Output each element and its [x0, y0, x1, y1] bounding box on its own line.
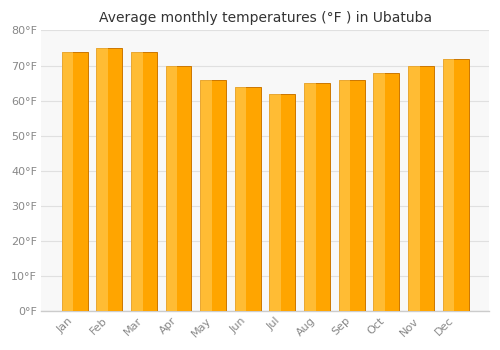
Bar [270, 94, 281, 311]
Bar [131, 51, 142, 311]
Bar [166, 65, 192, 311]
Title: Average monthly temperatures (°F ) in Ubatuba: Average monthly temperatures (°F ) in Ub… [98, 11, 431, 25]
Bar [338, 79, 364, 311]
Bar [235, 86, 246, 311]
Bar [304, 83, 316, 311]
Bar [374, 72, 400, 311]
Bar [374, 72, 385, 311]
Bar [408, 65, 434, 311]
Bar [304, 83, 330, 311]
Bar [200, 79, 226, 311]
Bar [131, 51, 157, 311]
Bar [442, 58, 454, 311]
Bar [235, 86, 261, 311]
Bar [270, 94, 295, 311]
Bar [96, 48, 122, 311]
Bar [200, 79, 212, 311]
Bar [442, 58, 468, 311]
Bar [338, 79, 350, 311]
Bar [96, 48, 108, 311]
Bar [62, 51, 88, 311]
Bar [408, 65, 420, 311]
Bar [166, 65, 177, 311]
Bar [62, 51, 74, 311]
